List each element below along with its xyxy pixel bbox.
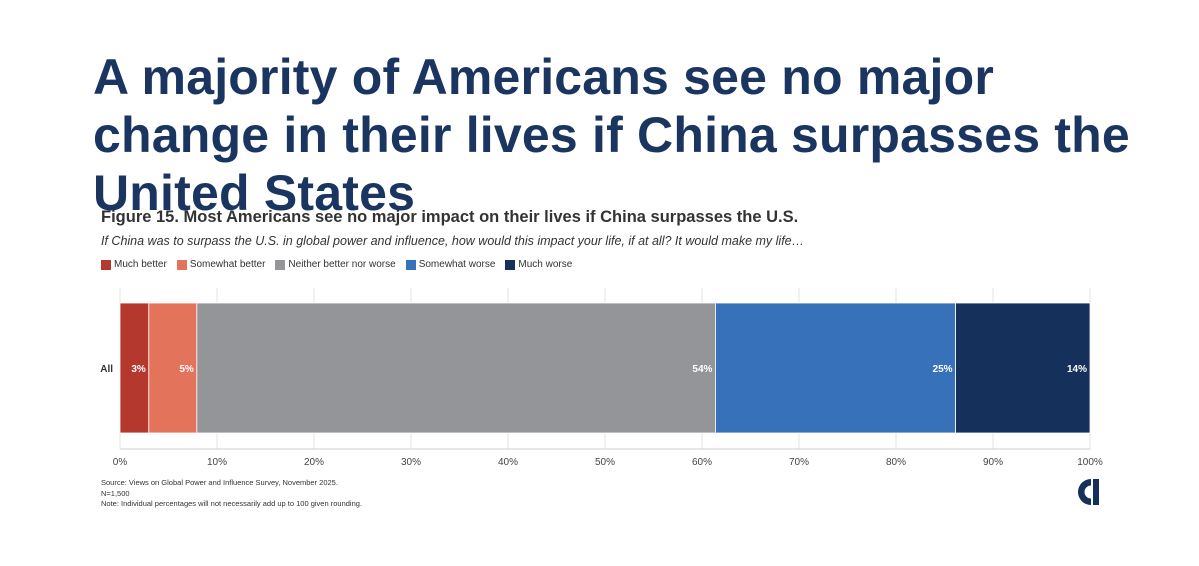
legend-swatch — [505, 259, 516, 270]
legend-label: Neither better nor worse — [288, 259, 396, 270]
sample-size-note: N=1,500 — [101, 488, 130, 498]
bar-segment-somewhat-worse — [715, 302, 956, 434]
chart-footer: Source: Views on Global Power and Influe… — [101, 478, 362, 510]
x-tick-label: 0% — [113, 457, 128, 468]
data-label: 25% — [933, 364, 953, 375]
legend-item-much-better: Much better — [101, 259, 167, 270]
legend-label: Somewhat worse — [418, 259, 496, 270]
category-label: All — [100, 364, 113, 375]
legend-swatch — [405, 259, 416, 270]
chart-legend: Much better Somewhat better Neither bett… — [101, 259, 582, 270]
legend-item-somewhat-better: Somewhat better — [176, 259, 266, 270]
x-tick-label: 30% — [401, 457, 421, 468]
x-tick-label: 80% — [886, 457, 906, 468]
rounding-note: Note: Individual percentages will not ne… — [101, 499, 362, 508]
legend-swatch — [101, 259, 111, 270]
c-logo-icon — [1078, 479, 1099, 505]
x-tick-label: 100% — [1077, 457, 1103, 468]
x-tick-label: 50% — [595, 457, 615, 468]
stacked-bar-chart: 3% 5% 54% 25% 14% 0% 10% 20% 30% 40% 50% 60% 70% 80% 9… — [100, 288, 1103, 468]
bar-segment-much-better — [119, 302, 150, 434]
data-label: 14% — [1067, 364, 1087, 375]
legend-label: Much worse — [518, 259, 573, 270]
bar-segment-somewhat-better — [148, 302, 198, 434]
data-label: 3% — [131, 364, 146, 375]
legend-item-neither: Neither better nor worse — [275, 259, 396, 270]
figure-subtitle: If China was to surpass the U.S. in glob… — [101, 234, 805, 248]
x-tick-label: 90% — [983, 457, 1003, 468]
data-label: 54% — [692, 364, 712, 375]
x-tick-label: 60% — [692, 457, 712, 468]
data-label: 5% — [179, 364, 194, 375]
page-headline: A majority of Americans see no major cha… — [93, 49, 1130, 221]
x-tick-label: 70% — [789, 457, 809, 468]
legend-label: Somewhat better — [189, 259, 266, 270]
legend-swatch — [176, 259, 187, 270]
legend-label: Much better — [114, 259, 167, 270]
legend-item-much-worse: Much worse — [505, 259, 572, 270]
x-tick-label: 20% — [304, 457, 324, 468]
bar-segment-much-worse — [955, 302, 1091, 434]
x-tick-label: 40% — [498, 457, 518, 468]
figure-title: Figure 15. Most Americans see no major i… — [101, 208, 799, 226]
legend-swatch — [275, 259, 286, 270]
legend-item-somewhat-worse: Somewhat worse — [405, 259, 496, 270]
source-note: Source: Views on Global Power and Influe… — [101, 478, 338, 487]
x-tick-label: 10% — [207, 457, 227, 468]
bar-segment-neither-better-nor-worse — [196, 302, 716, 434]
